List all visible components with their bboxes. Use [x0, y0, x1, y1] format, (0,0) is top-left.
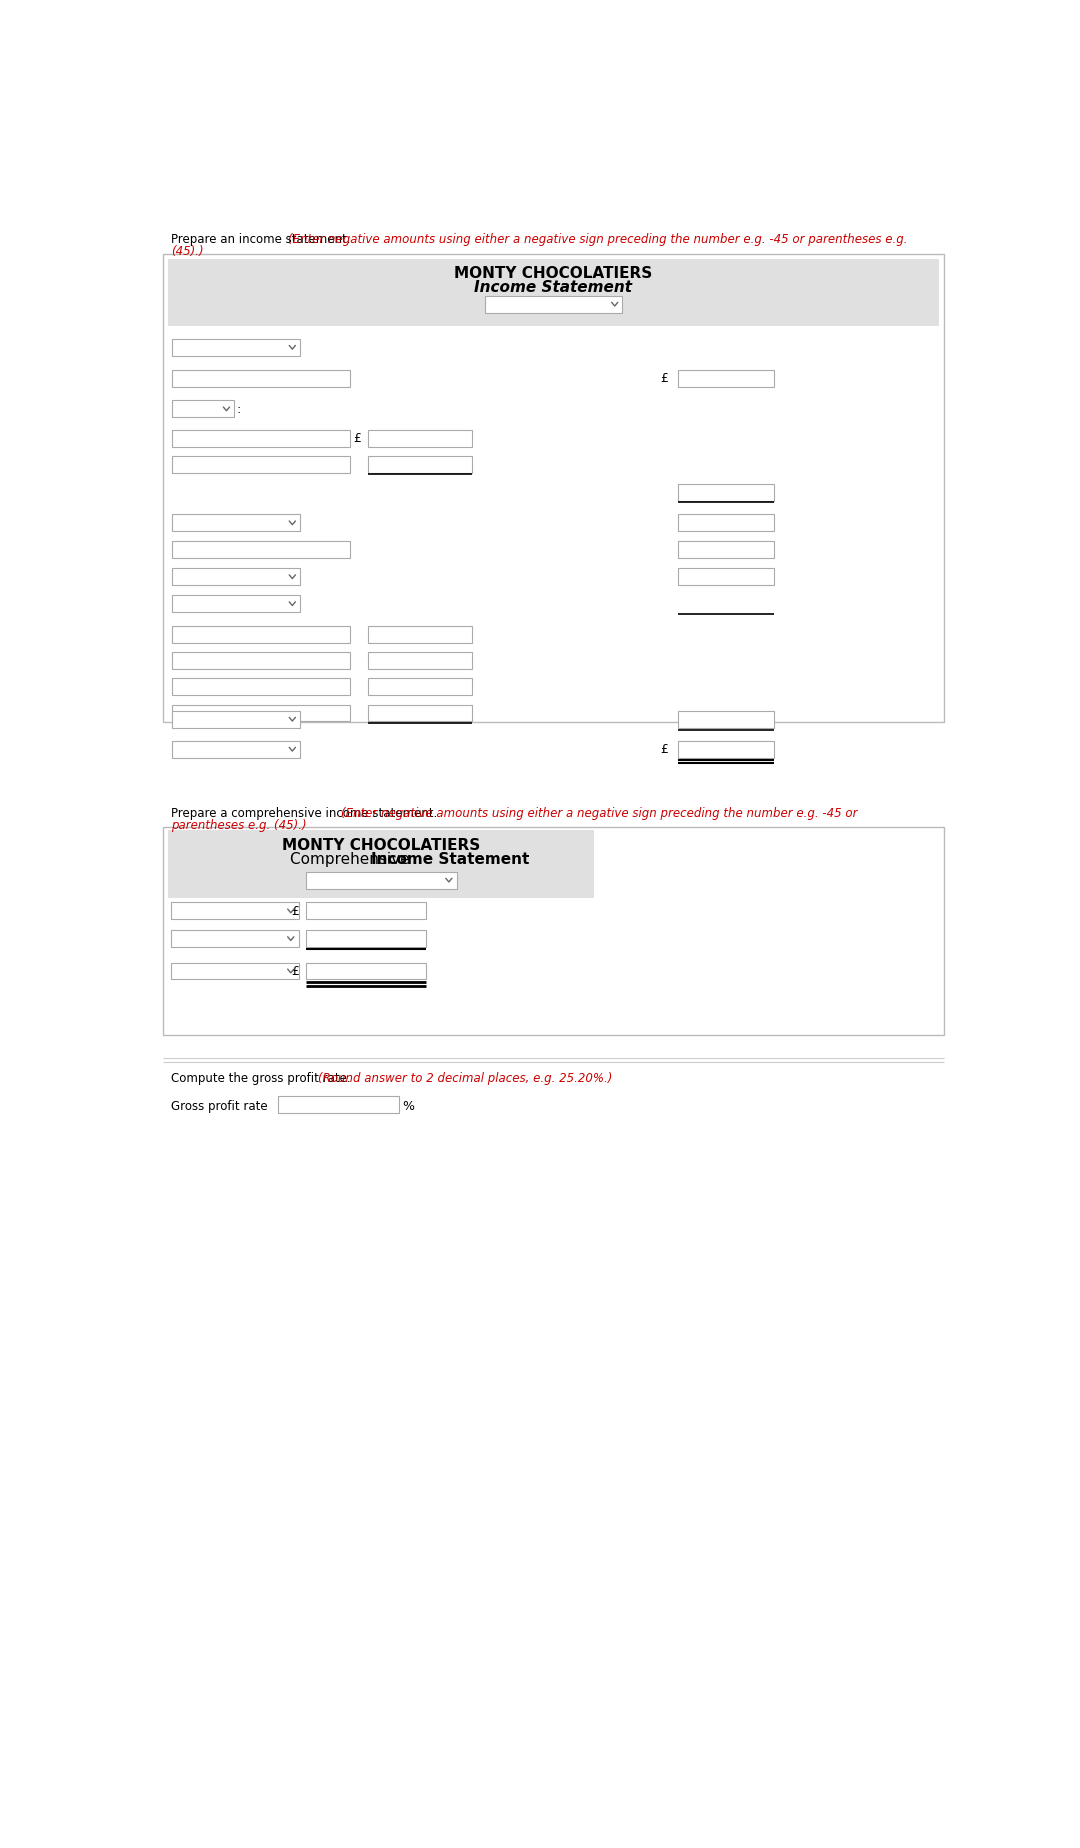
Text: %: %: [403, 1100, 415, 1112]
Text: parentheses e.g. (45).): parentheses e.g. (45).): [171, 819, 307, 832]
FancyBboxPatch shape: [367, 456, 472, 473]
FancyBboxPatch shape: [167, 830, 594, 898]
Text: (Enter negative amounts using either a negative sign preceding the number e.g. -: (Enter negative amounts using either a n…: [288, 233, 908, 246]
FancyBboxPatch shape: [172, 678, 350, 695]
Text: Income Statement: Income Statement: [474, 281, 633, 296]
FancyBboxPatch shape: [677, 484, 774, 501]
FancyBboxPatch shape: [485, 296, 622, 312]
FancyBboxPatch shape: [367, 431, 472, 447]
FancyBboxPatch shape: [172, 431, 350, 447]
FancyBboxPatch shape: [677, 541, 774, 558]
FancyBboxPatch shape: [306, 902, 426, 920]
FancyBboxPatch shape: [171, 930, 298, 946]
FancyBboxPatch shape: [677, 370, 774, 386]
FancyBboxPatch shape: [172, 401, 234, 418]
FancyBboxPatch shape: [172, 595, 300, 612]
FancyBboxPatch shape: [172, 626, 350, 643]
FancyBboxPatch shape: [171, 963, 298, 979]
Text: Gross profit rate: Gross profit rate: [171, 1100, 267, 1112]
FancyBboxPatch shape: [677, 569, 774, 586]
FancyBboxPatch shape: [367, 652, 472, 669]
Text: £: £: [660, 371, 669, 384]
FancyBboxPatch shape: [279, 1096, 399, 1112]
FancyBboxPatch shape: [172, 711, 300, 728]
Text: (Round answer to 2 decimal places, e.g. 25.20%.): (Round answer to 2 decimal places, e.g. …: [318, 1072, 612, 1085]
FancyBboxPatch shape: [677, 514, 774, 532]
FancyBboxPatch shape: [367, 704, 472, 721]
Text: MONTY CHOCOLATIERS: MONTY CHOCOLATIERS: [282, 837, 480, 852]
FancyBboxPatch shape: [367, 626, 472, 643]
FancyBboxPatch shape: [172, 338, 300, 355]
FancyBboxPatch shape: [172, 541, 350, 558]
FancyBboxPatch shape: [367, 678, 472, 695]
FancyBboxPatch shape: [677, 741, 774, 758]
FancyBboxPatch shape: [163, 828, 944, 1035]
Text: (Enter negative amounts using either a negative sign preceding the number e.g. -: (Enter negative amounts using either a n…: [341, 808, 858, 821]
FancyBboxPatch shape: [172, 370, 350, 386]
Text: £: £: [292, 906, 299, 918]
FancyBboxPatch shape: [172, 569, 300, 586]
FancyBboxPatch shape: [163, 253, 944, 723]
FancyBboxPatch shape: [171, 902, 298, 920]
Text: Prepare a comprehensive income statement.: Prepare a comprehensive income statement…: [171, 808, 441, 821]
FancyBboxPatch shape: [306, 930, 426, 946]
FancyBboxPatch shape: [167, 259, 940, 327]
FancyBboxPatch shape: [306, 963, 426, 979]
Text: £: £: [292, 965, 299, 978]
Text: Comprehensive: Comprehensive: [291, 852, 415, 867]
FancyBboxPatch shape: [172, 652, 350, 669]
Text: (45).): (45).): [171, 244, 203, 259]
Text: MONTY CHOCOLATIERS: MONTY CHOCOLATIERS: [455, 266, 652, 281]
FancyBboxPatch shape: [172, 514, 300, 532]
FancyBboxPatch shape: [677, 711, 774, 728]
FancyBboxPatch shape: [172, 704, 350, 721]
Text: :: :: [237, 403, 241, 416]
Text: Compute the gross profit rate.: Compute the gross profit rate.: [171, 1072, 354, 1085]
FancyBboxPatch shape: [172, 456, 350, 473]
Text: £: £: [353, 432, 362, 445]
Text: £: £: [660, 743, 669, 756]
Text: Prepare an income statement.: Prepare an income statement.: [171, 233, 354, 246]
FancyBboxPatch shape: [306, 872, 457, 889]
Text: Income Statement: Income Statement: [372, 852, 530, 867]
FancyBboxPatch shape: [172, 741, 300, 758]
